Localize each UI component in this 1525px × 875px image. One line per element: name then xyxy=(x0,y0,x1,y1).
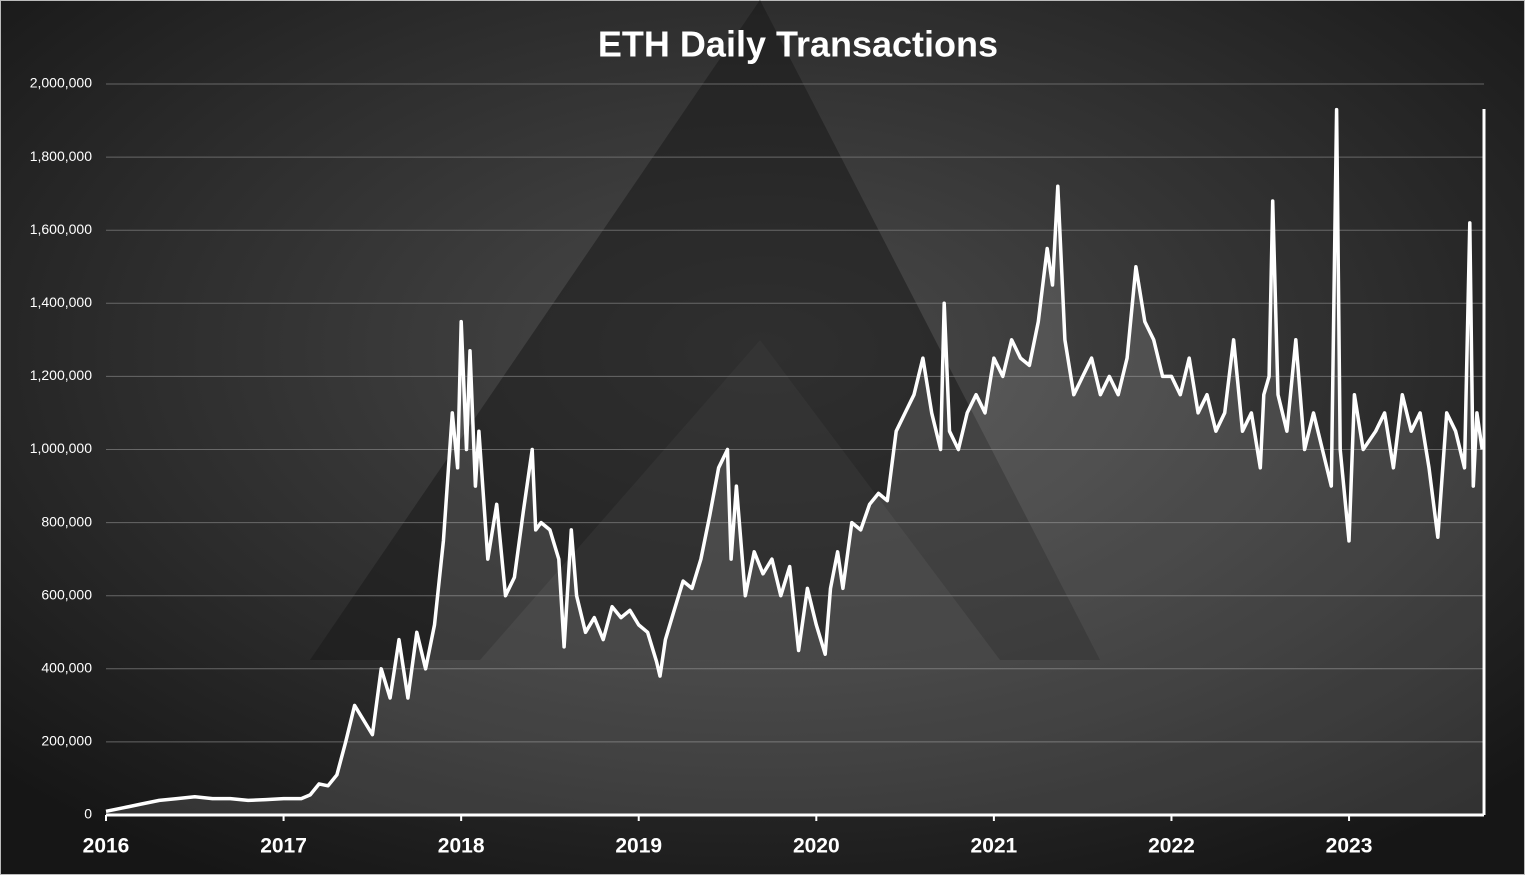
decoration xyxy=(310,0,1100,660)
y-tick-label: 1,800,000 xyxy=(30,148,92,164)
y-tick-label: 600,000 xyxy=(41,586,92,602)
x-tick-label: 2020 xyxy=(793,835,840,858)
y-tick-label: 200,000 xyxy=(41,733,92,749)
y-tick-label: 1,000,000 xyxy=(30,440,92,456)
y-tick-label: 400,000 xyxy=(41,660,92,676)
x-tick-label: 2017 xyxy=(260,835,307,858)
y-tick-label: 0 xyxy=(84,806,92,822)
decoration xyxy=(480,340,1000,660)
y-tick-label: 1,600,000 xyxy=(30,221,92,237)
y-tick-label: 1,400,000 xyxy=(30,294,92,310)
x-tick-label: 2016 xyxy=(83,835,130,858)
y-tick-label: 1,200,000 xyxy=(30,367,92,383)
x-tick-label: 2023 xyxy=(1326,835,1373,858)
y-tick-label: 2,000,000 xyxy=(30,75,92,91)
line xyxy=(105,107,1484,814)
x-tick-label: 2018 xyxy=(438,835,485,858)
x-tick-label: 2021 xyxy=(971,835,1018,858)
x-tick-label: 2022 xyxy=(1148,835,1195,858)
chart-title: ETH Daily Transactions xyxy=(598,24,998,65)
x-tick-label: 2019 xyxy=(615,835,662,858)
y-tick-label: 800,000 xyxy=(41,513,92,529)
